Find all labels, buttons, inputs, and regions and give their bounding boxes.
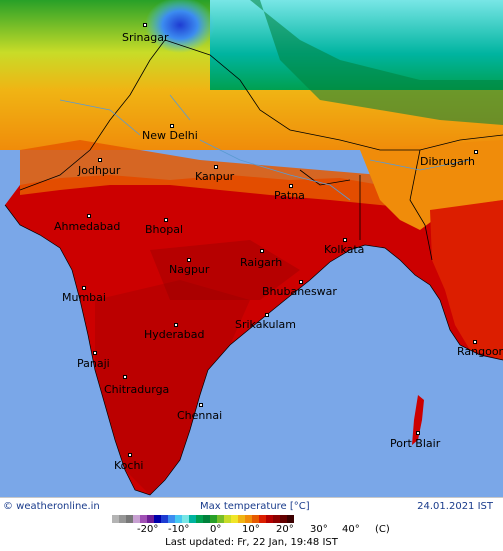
legend: -20° -10° 0° 10° 20° 30° 40° (C) Last updated:…: [0, 514, 503, 551]
legend-tick-label: -10°: [168, 524, 190, 535]
city-marker: [289, 184, 293, 188]
northeast-region: [360, 140, 503, 230]
legend-tick-label: 30°: [310, 524, 328, 535]
legend-swatch: [252, 515, 259, 523]
central-shade: [150, 240, 300, 300]
coastline: [4, 204, 503, 496]
city-label: Rangoon: [457, 345, 503, 358]
city-label: Bhubaneswar: [262, 285, 337, 298]
city-label: Chennai: [177, 409, 223, 422]
footer-bar: © weatheronline.in Max temperature [°C] …: [0, 497, 503, 515]
legend-tick-label: 40°: [342, 524, 360, 535]
legend-swatch: [266, 515, 273, 523]
legend-tick-label: 10°: [242, 524, 260, 535]
legend-swatch: [231, 515, 238, 523]
city-label: Panaji: [77, 357, 110, 370]
city-marker: [143, 23, 147, 27]
city-marker: [174, 323, 178, 327]
city-marker: [123, 375, 127, 379]
city-marker: [474, 150, 478, 154]
legend-swatch: [175, 515, 182, 523]
brand-text[interactable]: © weatheronline.in: [3, 501, 100, 512]
city-label: Mumbai: [62, 291, 106, 304]
legend-swatch: [126, 515, 133, 523]
city-marker: [98, 158, 102, 162]
legend-swatch: [147, 515, 154, 523]
city-marker: [93, 351, 97, 355]
city-label: Jodhpur: [78, 164, 121, 177]
city-marker: [343, 238, 347, 242]
city-marker: [416, 431, 420, 435]
city-label: Ahmedabad: [54, 220, 121, 233]
legend-swatch: [210, 515, 217, 523]
last-updated: Last updated: Fr, 22 Jan, 19:48 IST: [165, 537, 338, 548]
city-marker: [299, 280, 303, 284]
city-marker: [170, 124, 174, 128]
city-marker: [128, 453, 132, 457]
city-label: Bhopal: [145, 223, 184, 236]
city-label: Kochi: [114, 459, 144, 472]
city-label: Dibrugarh: [420, 155, 476, 168]
legend-unit: (C): [375, 524, 390, 535]
south-shade: [95, 280, 250, 495]
city-label: Raigarh: [240, 256, 283, 269]
city-label: Nagpur: [169, 263, 210, 276]
legend-swatch: [287, 515, 294, 523]
legend-swatch: [245, 515, 252, 523]
andaman-islands: [412, 395, 424, 445]
legend-swatch: [112, 515, 119, 523]
product-title: Max temperature [°C]: [200, 501, 310, 512]
legend-swatch: [154, 515, 161, 523]
legend-swatch: [168, 515, 175, 523]
city-marker: [214, 165, 218, 169]
city-label: Kolkata: [324, 243, 365, 256]
legend-swatch: [259, 515, 266, 523]
legend-swatch: [196, 515, 203, 523]
legend-swatch: [140, 515, 147, 523]
city-marker: [265, 313, 269, 317]
legend-swatch: [203, 515, 210, 523]
city-marker: [199, 403, 203, 407]
city-label: Kanpur: [195, 170, 235, 183]
city-label: Chitradurga: [104, 383, 170, 396]
legend-swatch: [161, 515, 168, 523]
city-marker: [473, 340, 477, 344]
legend-swatch: [280, 515, 287, 523]
city-marker: [87, 214, 91, 218]
valid-date: 24.01.2021 IST: [417, 501, 493, 512]
legend-swatch: [238, 515, 245, 523]
legend-color-scale: [112, 515, 294, 523]
city-label: Hyderabad: [144, 328, 205, 341]
legend-swatch: [273, 515, 280, 523]
city-marker: [82, 286, 86, 290]
city-label: Port Blair: [390, 437, 441, 450]
map-canvas: [0, 0, 503, 497]
legend-tick-label: 20°: [276, 524, 294, 535]
city-label: New Delhi: [142, 129, 198, 142]
city-marker: [260, 249, 264, 253]
city-label: Srinagar: [122, 31, 169, 44]
legend-swatch: [133, 515, 140, 523]
green-band: [0, 0, 503, 125]
city-label: Srikakulam: [235, 318, 296, 331]
city-label: Patna: [274, 189, 305, 202]
legend-tick-label: 0°: [210, 524, 222, 535]
legend-swatch: [189, 515, 196, 523]
border-lines: [19, 39, 503, 261]
kashmir-cold-spot: [145, 0, 215, 53]
legend-swatch: [217, 515, 224, 523]
city-marker: [187, 258, 191, 262]
rivers: [59, 94, 471, 201]
legend-tick-label: -20°: [137, 524, 159, 535]
temperature-map[interactable]: Srinagar New Delhi Jodhpur Kanpur Dibrugarh P…: [0, 0, 503, 497]
legend-swatch: [224, 515, 231, 523]
city-marker: [164, 218, 168, 222]
legend-swatch: [182, 515, 189, 523]
brand-link[interactable]: © weatheronline.in: [3, 501, 100, 512]
legend-swatch: [119, 515, 126, 523]
myanmar-region: [430, 200, 503, 360]
